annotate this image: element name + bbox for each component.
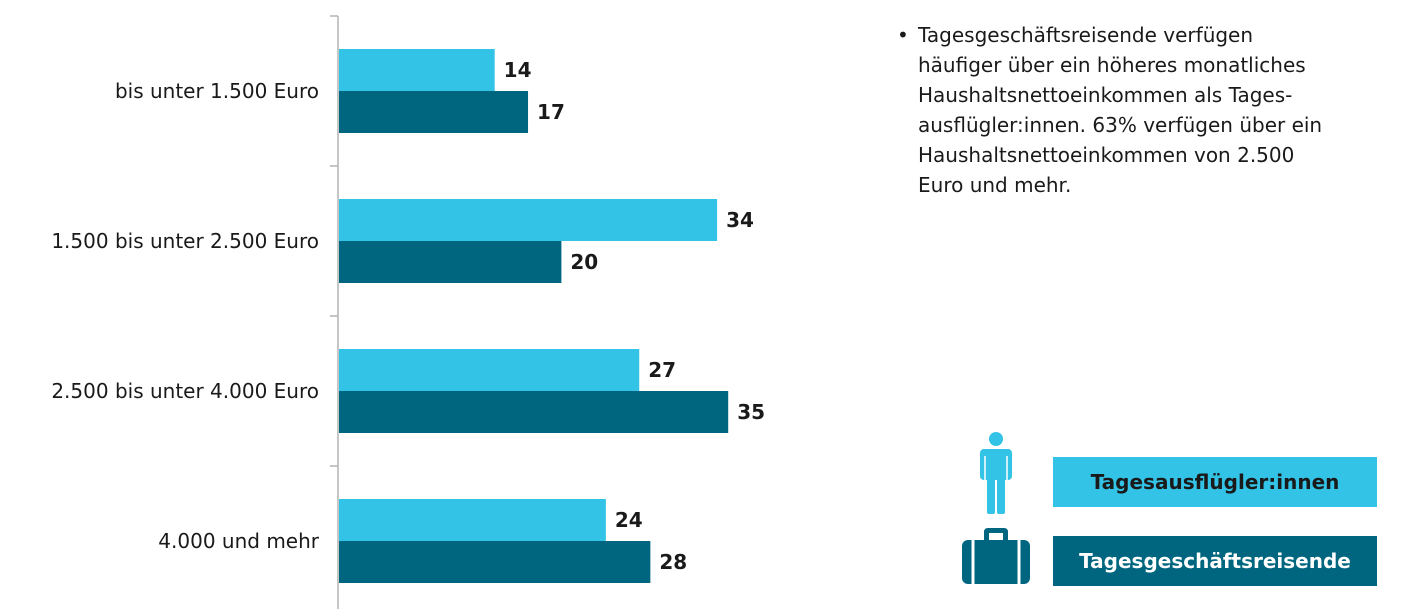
data-label: 24 [615, 508, 643, 532]
note-text: Tagesgeschäftsreisende verfügen häufiger… [918, 23, 1323, 197]
category-label: 1.500 bis unter 2.500 Euro [51, 229, 319, 253]
bar [339, 391, 729, 433]
suitcase-icon [962, 528, 1030, 584]
data-label: 27 [648, 358, 676, 382]
category-label: 4.000 und mehr [158, 529, 319, 553]
bar [339, 499, 606, 541]
person-icon [980, 432, 1012, 514]
data-label: 14 [504, 58, 532, 82]
legend-label: Tagesausflügler:innen [1090, 470, 1340, 494]
summary-note: • Tagesgeschäftsreisende verfügen häufig… [897, 20, 1337, 200]
category-label: bis unter 1.500 Euro [115, 79, 319, 103]
legend-item-tagesgeschaeftsreisende: Tagesgeschäftsreisende [1053, 536, 1377, 586]
bar [339, 241, 562, 283]
data-label: 17 [537, 100, 565, 124]
bar [339, 199, 718, 241]
legend-item-tagesausfluegler: Tagesausflügler:innen [1053, 457, 1377, 507]
data-label: 34 [726, 208, 754, 232]
bar [339, 49, 495, 91]
data-label: 35 [737, 400, 765, 424]
data-label: 28 [659, 550, 687, 574]
bar [339, 349, 640, 391]
legend-label: Tagesgeschäftsreisende [1079, 549, 1351, 573]
category-label: 2.500 bis unter 4.000 Euro [51, 379, 319, 403]
data-label: 20 [570, 250, 598, 274]
note-bullet: • [897, 23, 909, 47]
bar [339, 91, 529, 133]
bar [339, 541, 651, 583]
